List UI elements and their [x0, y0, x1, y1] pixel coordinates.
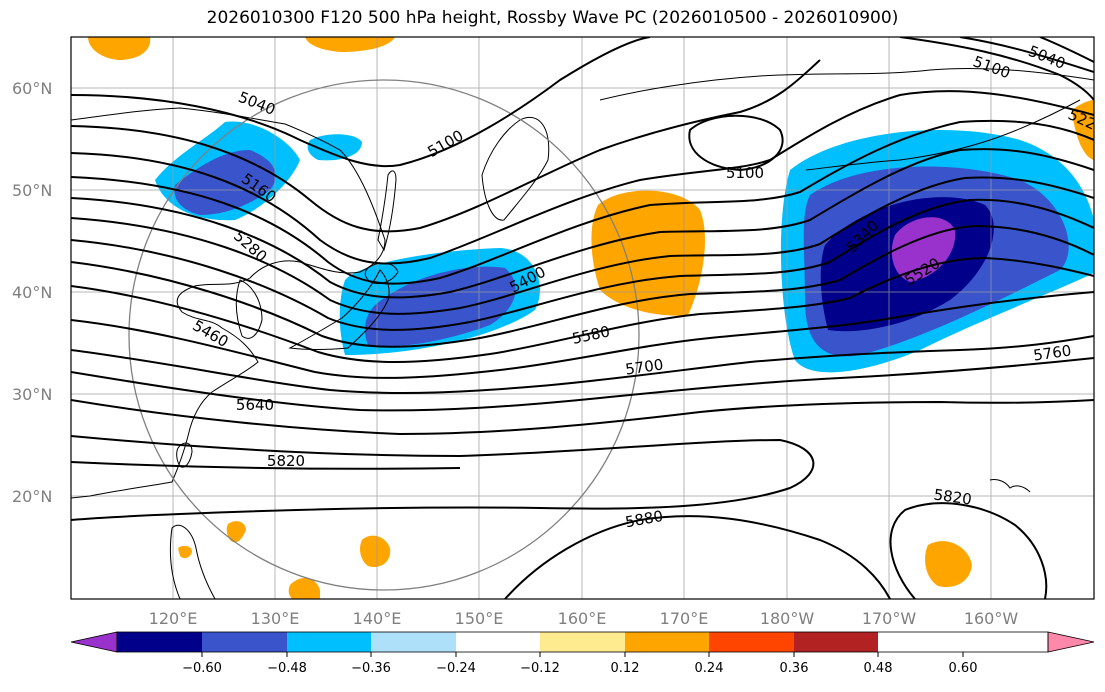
lat-label: 20°N [12, 487, 52, 506]
lon-label: 170°E [660, 609, 709, 628]
contour-label: 5100 [726, 164, 764, 182]
colorbar-extend-under [70, 631, 118, 653]
latitude-labels: 60°N 50°N 40°N 30°N 20°N [12, 79, 52, 506]
contour-line [504, 515, 891, 599]
positive-anomaly-north [305, 37, 395, 52]
contour-label: 5700 [624, 355, 664, 378]
contour-line [71, 335, 1094, 394]
contour-line [71, 357, 1094, 412]
coastline-philippines [169, 524, 216, 599]
positive-anomaly-south-5 [178, 545, 192, 559]
lat-label: 50°N [12, 181, 52, 200]
contour-line [71, 148, 1094, 299]
positive-anomaly-east-edge [1072, 100, 1094, 160]
contour-line [889, 502, 1048, 599]
colorbar-tick-label: 0.60 [949, 661, 978, 676]
contour-line [71, 198, 1094, 331]
contour-line [71, 119, 1094, 285]
lon-label: 160°W [964, 609, 1019, 628]
contour-label: 5760 [1032, 341, 1072, 364]
contour-label: 5820 [933, 485, 973, 508]
colorbar-segment [456, 632, 540, 652]
coastline-kamchatka [481, 117, 550, 221]
colorbar-tick-label: −0.36 [351, 661, 391, 676]
contour-line [71, 37, 651, 168]
contour-line [71, 461, 461, 470]
colorbar-tick-label: 0.36 [780, 661, 809, 676]
colorbar-tick-label: −0.48 [267, 661, 307, 676]
colorbar-tick-label: −0.12 [520, 661, 560, 676]
contour-line [1039, 37, 1094, 63]
negative-anomaly-siberia-mid [174, 150, 276, 215]
colorbar-segment [371, 632, 456, 652]
contour-line [71, 435, 815, 521]
lon-label: 140°E [353, 609, 402, 628]
contour-line [71, 399, 1094, 436]
map-frame [70, 36, 1095, 600]
coastline-hawaii [989, 479, 1031, 493]
positive-anomaly-south-4 [288, 577, 320, 599]
colorbar-tick-label: 0.12 [611, 661, 640, 676]
colorbar-outline [116, 631, 1049, 653]
contour-line [71, 90, 1094, 265]
coastline-taiwan [176, 442, 193, 468]
negative-anomaly-japan-mid [364, 266, 516, 347]
lat-label: 60°N [12, 79, 52, 98]
coastline-alaska [599, 67, 1094, 101]
negative-anomaly-core [891, 217, 956, 282]
colorbar-segment [794, 632, 878, 652]
contour-line [71, 256, 1094, 363]
gridlines [71, 37, 1094, 599]
contour-line [71, 224, 1094, 348]
contour-line [899, 37, 1094, 101]
colorbar: −0.60 −0.48 −0.36 −0.24 −0.12 0.12 0.24 0.36 0.4… [70, 631, 1095, 676]
coastline-korea [235, 279, 263, 339]
colorbar-tick-label: 0.48 [864, 661, 893, 676]
colorbar-segment [202, 632, 287, 652]
colorbar-tick-label: 0.24 [695, 661, 724, 676]
positive-anomaly-south-3 [226, 521, 246, 543]
contour-line [688, 114, 784, 172]
contour-label: 5640 [236, 396, 274, 414]
coastline-sakhalin [377, 170, 397, 252]
lon-label: 120°E [149, 609, 198, 628]
chart-title: 2026010300 F120 500 hPa height, Rossby W… [206, 8, 899, 28]
lat-label: 30°N [12, 385, 52, 404]
positive-anomaly-south-2 [925, 541, 972, 588]
colorbar-segment [709, 632, 794, 652]
positive-anomaly-south-1 [360, 535, 391, 568]
contour-line [959, 37, 1094, 73]
contour-line [71, 291, 1094, 379]
colorbar-segment [540, 632, 625, 652]
colorbar-tick-label: −0.60 [182, 661, 222, 676]
contour-label: 5820 [267, 452, 305, 470]
positive-anomaly-northwest [88, 37, 151, 60]
colorbar-segment [287, 632, 371, 652]
lon-label: 170°W [862, 609, 917, 628]
coastline-aleutians [805, 99, 1081, 171]
lat-label: 40°N [12, 283, 52, 302]
colorbar-segment [625, 632, 709, 652]
colorbar-extend-over [1047, 631, 1095, 653]
contour-line [71, 59, 821, 233]
positive-anomaly-central [591, 190, 705, 316]
lon-label: 180°W [760, 609, 815, 628]
lon-label: 160°E [558, 609, 607, 628]
lon-label: 150°E [455, 609, 504, 628]
lon-label: 130°E [251, 609, 300, 628]
colorbar-tick-label: −0.24 [436, 661, 476, 676]
colorbar-segment [117, 632, 202, 652]
domain-circle [128, 79, 640, 591]
contour-line [71, 176, 1094, 315]
height-contours [71, 37, 1094, 599]
longitude-labels: 120°E 130°E 140°E 150°E 160°E 170°E 180°… [149, 609, 1019, 628]
